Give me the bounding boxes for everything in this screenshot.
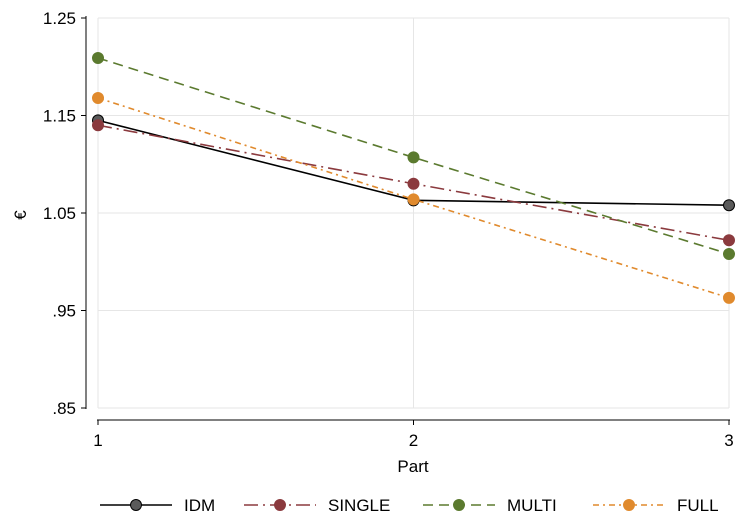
data-point-multi xyxy=(407,151,420,164)
y-axis: 1.25 1.15 1.05 .95 .85 xyxy=(43,9,87,418)
x-tick-label: 2 xyxy=(409,431,418,450)
data-point-single xyxy=(92,119,104,132)
data-point-multi xyxy=(92,51,104,64)
data-point-full xyxy=(723,291,735,304)
x-axis: 1 2 3 xyxy=(93,419,734,450)
data-point-single xyxy=(407,177,420,190)
x-tick-label: 3 xyxy=(724,431,733,450)
x-tick-label: 1 xyxy=(93,431,102,450)
data-point-full xyxy=(407,193,420,206)
y-tick-label: .95 xyxy=(52,302,76,321)
data-point-full xyxy=(92,91,104,104)
legend-marker-full xyxy=(623,499,635,511)
legend-label-single: SINGLE xyxy=(328,496,390,515)
y-tick-label: 1.25 xyxy=(43,9,76,28)
x-axis-title: Part xyxy=(397,457,428,476)
y-tick-label: .85 xyxy=(52,399,76,418)
grid-lines xyxy=(97,17,730,409)
data-point-multi xyxy=(723,247,735,260)
legend-label-full: FULL xyxy=(677,496,719,515)
data-point-idm xyxy=(723,199,735,212)
legend-marker-single xyxy=(274,499,286,511)
legend-marker-idm xyxy=(130,499,142,511)
series-lines xyxy=(92,51,735,304)
y-tick-label: 1.05 xyxy=(43,204,76,223)
legend-label-multi: MULTI xyxy=(507,496,557,515)
data-point-single xyxy=(723,234,735,247)
legend: IDM SINGLE MULTI FULL xyxy=(100,496,719,515)
legend-label-idm: IDM xyxy=(184,496,215,515)
legend-marker-multi xyxy=(453,499,465,511)
y-axis-title: € xyxy=(11,210,30,220)
series-line-multi xyxy=(97,57,730,255)
y-tick-label: 1.15 xyxy=(43,107,76,126)
